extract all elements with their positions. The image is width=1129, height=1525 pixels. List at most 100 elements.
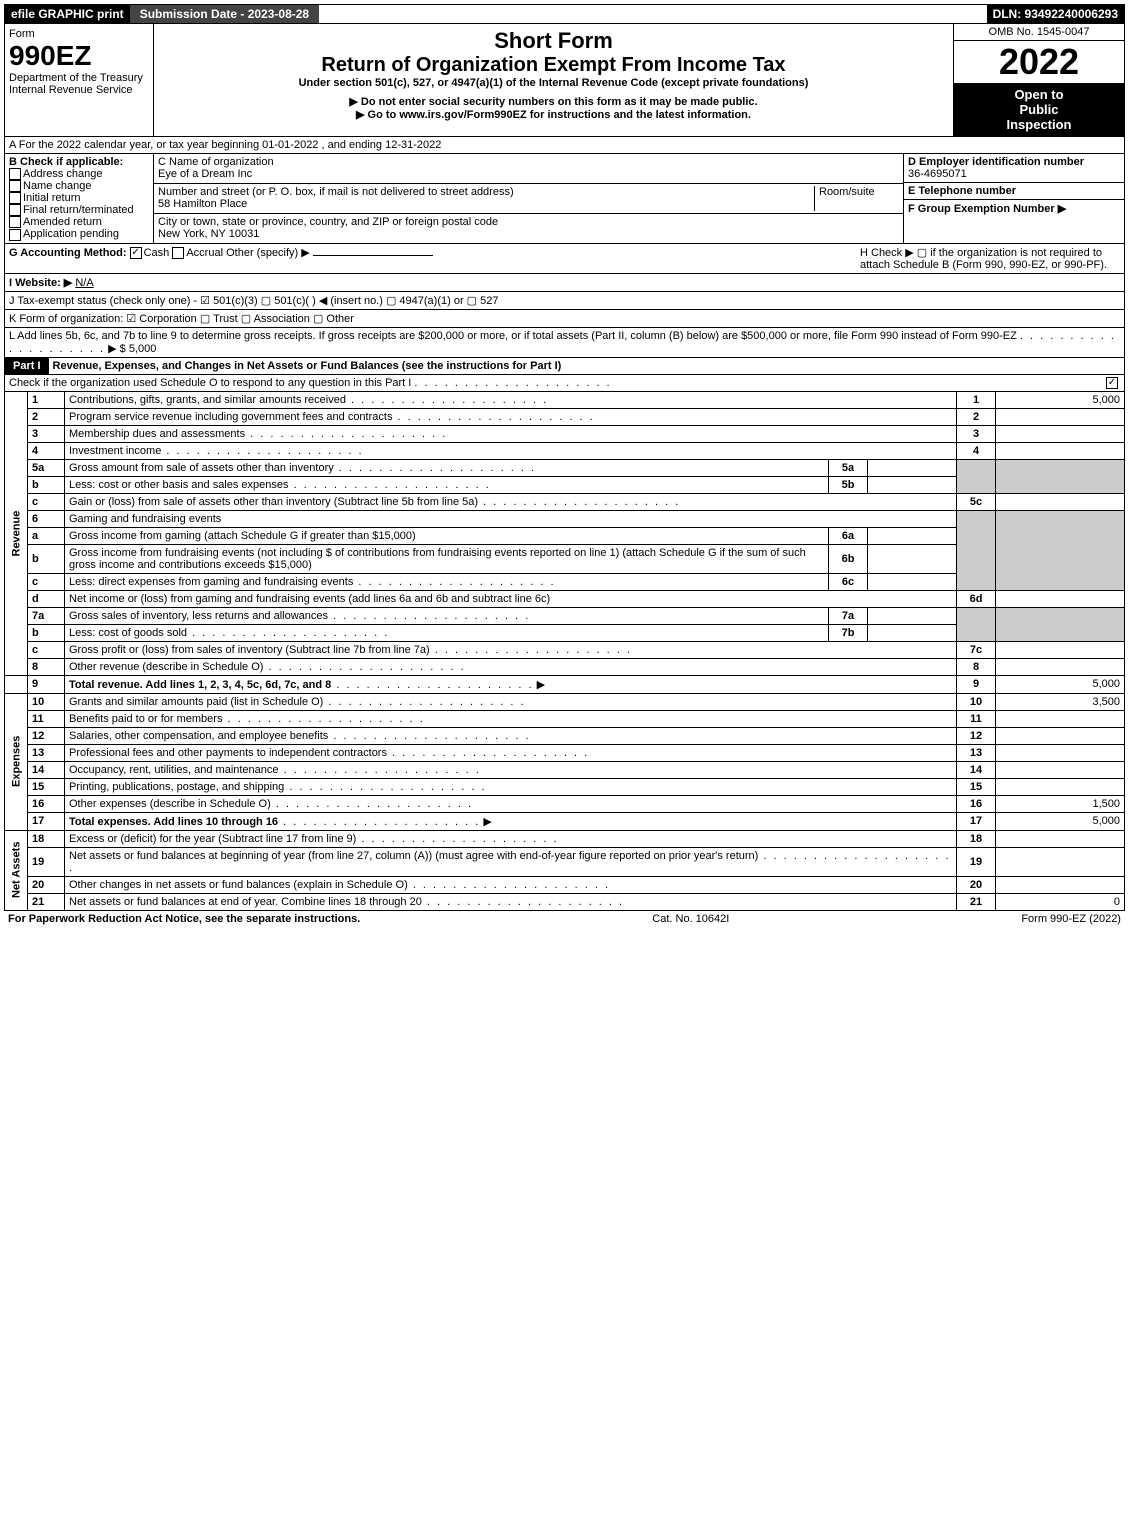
line20-desc: Other changes in net assets or fund bala… [69,879,408,891]
open-public-badge: Open to Public Inspection [954,83,1124,136]
section-gh: G Accounting Method: Cash Accrual Other … [4,244,1125,274]
line12-amount [996,727,1125,744]
accounting-other: Other (specify) ▶ [226,247,310,259]
form-header: Form 990EZ Department of the Treasury In… [4,24,1125,137]
checkbox-accrual[interactable] [172,247,184,259]
line6c-subval [868,573,957,590]
phone-label: E Telephone number [908,185,1016,197]
line12-desc: Salaries, other compensation, and employ… [69,730,328,742]
tax-year: 2022 [954,41,1124,83]
part1-table: Revenue 1 Contributions, gifts, grants, … [4,392,1125,911]
line5a-desc: Gross amount from sale of assets other t… [69,462,334,474]
section-l-amount: ▶ $ 5,000 [108,343,156,355]
entity-info-row: B Check if applicable: Address change Na… [4,154,1125,244]
line10-amount: 3,500 [996,693,1125,710]
part1-header-row: Part I Revenue, Expenses, and Changes in… [4,358,1125,375]
part1-title: Revenue, Expenses, and Changes in Net As… [49,358,566,374]
header-center: Short Form Return of Organization Exempt… [154,24,953,136]
section-i: I Website: ▶ N/A [4,274,1125,292]
line15-desc: Printing, publications, postage, and shi… [69,781,284,793]
line7c-desc: Gross profit or (loss) from sales of inv… [69,644,430,656]
line2-desc: Program service revenue including govern… [69,411,392,423]
section-def: D Employer identification number 36-4695… [903,154,1124,243]
line5a-subval [868,459,957,476]
line7a-desc: Gross sales of inventory, less returns a… [69,610,328,622]
top-bar: efile GRAPHIC print Submission Date - 20… [4,4,1125,24]
line17-amount: 5,000 [996,812,1125,830]
checkbox-final-return[interactable] [9,204,21,216]
line1-desc: Contributions, gifts, grants, and simila… [69,394,346,406]
line6d-desc: Net income or (loss) from gaming and fun… [69,593,550,605]
line21-desc: Net assets or fund balances at end of ye… [69,896,422,908]
section-h: H Check ▶ ▢ if the organization is not r… [860,246,1120,271]
line6b-subval [868,544,957,573]
line10-desc: Grants and similar amounts paid (list in… [69,696,323,708]
part1-check-text: Check if the organization used Schedule … [9,377,411,389]
addr-label: Number and street (or P. O. box, if mail… [158,186,814,198]
form-label: Form [9,28,149,40]
checkbox-address-change[interactable] [9,168,21,180]
ein-label: D Employer identification number [908,156,1084,168]
line11-amount [996,710,1125,727]
section-c: C Name of organization Eye of a Dream In… [154,154,903,243]
line5b-desc: Less: cost or other basis and sales expe… [69,479,289,491]
line1-amount: 5,000 [996,392,1125,409]
city-label: City or town, state or province, country… [158,216,899,228]
instructions-link[interactable]: ▶ Go to www.irs.gov/Form990EZ for instru… [158,108,949,121]
checkbox-schedule-o-part1[interactable] [1106,377,1118,389]
section-l: L Add lines 5b, 6c, and 7b to line 9 to … [4,328,1125,358]
line4-desc: Investment income [69,445,161,457]
line9-desc: Total revenue. Add lines 1, 2, 3, 4, 5c,… [69,679,331,691]
line3-amount [996,425,1125,442]
room-suite-label: Room/suite [814,186,899,211]
line6b-desc: Gross income from fundraising events (no… [69,547,806,571]
checkbox-name-change[interactable] [9,180,21,192]
line9-amount: 5,000 [996,675,1125,693]
part1-label: Part I [5,358,49,374]
line13-desc: Professional fees and other payments to … [69,747,387,759]
footer-catno: Cat. No. 10642I [652,913,729,925]
arrow-icon: ▶ [537,679,545,691]
line7b-subval [868,624,957,641]
line19-amount [996,847,1125,876]
accounting-other-input[interactable] [313,255,433,256]
line6a-subval [868,527,957,544]
form-subtitle: Under section 501(c), 527, or 4947(a)(1)… [158,77,949,89]
header-right: OMB No. 1545-0047 2022 Open to Public In… [953,24,1124,136]
dept-label: Department of the Treasury [9,72,149,84]
ein-value: 36-4695071 [908,168,967,180]
section-l-text: L Add lines 5b, 6c, and 7b to line 9 to … [9,330,1017,342]
irs-label: Internal Revenue Service [9,84,149,96]
checkbox-amended[interactable] [9,216,21,228]
checkbox-cash[interactable] [130,247,142,259]
org-name-label: C Name of organization [158,156,899,168]
line13-amount [996,744,1125,761]
line8-desc: Other revenue (describe in Schedule O) [69,661,263,673]
warning-ssn: ▶ Do not enter social security numbers o… [158,95,949,108]
line2-amount [996,408,1125,425]
checkbox-app-pending[interactable] [9,229,21,241]
line7a-subval [868,607,957,624]
line14-desc: Occupancy, rent, utilities, and maintena… [69,764,279,776]
line7b-desc: Less: cost of goods sold [69,627,187,639]
section-k: K Form of organization: ☑ Corporation ▢ … [4,310,1125,328]
section-b: B Check if applicable: Address change Na… [5,154,154,243]
line5c-desc: Gain or (loss) from sale of assets other… [69,496,478,508]
line5b-subval [868,476,957,493]
revenue-vlabel: Revenue [5,392,28,676]
line15-amount [996,778,1125,795]
efile-label[interactable]: efile GRAPHIC print [5,5,130,23]
line20-amount [996,876,1125,893]
netassets-vlabel: Net Assets [5,830,28,910]
line11-desc: Benefits paid to or for members [69,713,222,725]
website-value: N/A [75,277,93,289]
section-b-label: B Check if applicable: [9,156,123,168]
line18-desc: Excess or (deficit) for the year (Subtra… [69,833,356,845]
part1-check: Check if the organization used Schedule … [4,375,1125,392]
line19-desc: Net assets or fund balances at beginning… [69,850,758,862]
section-a: A For the 2022 calendar year, or tax yea… [4,137,1125,154]
line3-desc: Membership dues and assessments [69,428,245,440]
dln-label: DLN: 93492240006293 [987,5,1124,23]
checkbox-initial-return[interactable] [9,192,21,204]
accounting-label: G Accounting Method: [9,247,127,259]
